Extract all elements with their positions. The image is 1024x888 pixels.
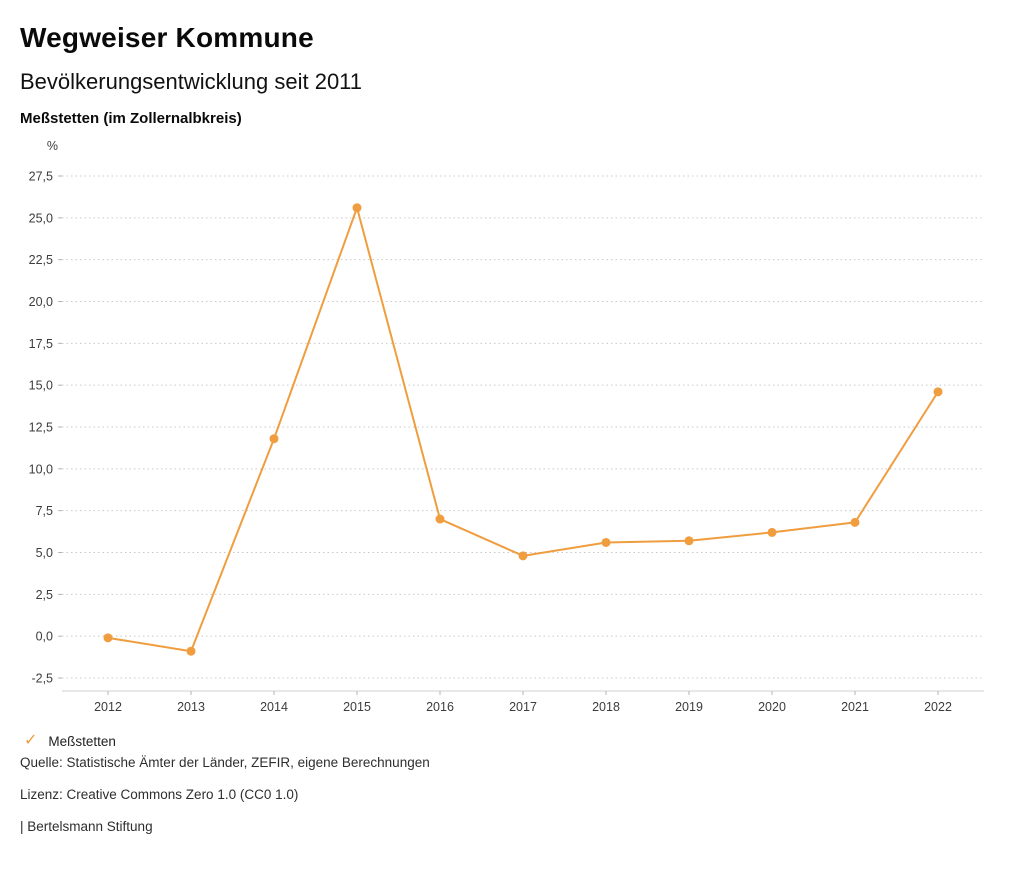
y-tick-label: 0,0 bbox=[36, 630, 53, 644]
x-tick-label: 2014 bbox=[260, 700, 288, 714]
attribution-text: | Bertelsmann Stiftung bbox=[20, 819, 153, 834]
data-point[interactable] bbox=[933, 387, 943, 397]
y-tick-label: 5,0 bbox=[36, 546, 53, 560]
x-tick-label: 2018 bbox=[592, 700, 620, 714]
legend-item-messstetten[interactable]: ✓ Meßstetten bbox=[0, 727, 116, 749]
x-tick-label: 2017 bbox=[509, 700, 537, 714]
data-point[interactable] bbox=[186, 646, 196, 656]
data-point[interactable] bbox=[435, 514, 445, 524]
chart-canvas: % 27,5 25,0 22,5 20,0 17,5 15,0 12,5 10,0 7,5 5,0 2… bbox=[29, 139, 984, 714]
legend-label: Meßstetten bbox=[48, 733, 116, 749]
data-point[interactable] bbox=[601, 537, 611, 547]
y-axis-unit-label: % bbox=[47, 139, 58, 153]
y-tick-label: 10,0 bbox=[29, 462, 53, 476]
license-text: Lizenz: Creative Commons Zero 1.0 (CC0 1… bbox=[20, 787, 299, 802]
data-point[interactable] bbox=[767, 527, 777, 537]
y-tick-label: 27,5 bbox=[29, 170, 53, 184]
y-tick-label: 7,5 bbox=[36, 504, 53, 518]
data-point[interactable] bbox=[103, 633, 113, 643]
y-tick-label: 17,5 bbox=[29, 337, 53, 351]
chart-footer: Quelle: Statistische Ämter der Länder, Z… bbox=[0, 749, 1024, 834]
source-text: Quelle: Statistische Ämter der Länder, Z… bbox=[20, 755, 430, 770]
y-tick-label: 22,5 bbox=[29, 253, 53, 267]
y-tick-label: -2,5 bbox=[31, 672, 53, 686]
x-tick-label: 2021 bbox=[841, 700, 869, 714]
x-tick-label: 2020 bbox=[758, 700, 786, 714]
data-point[interactable] bbox=[518, 551, 528, 561]
line-chart: % 27,5 25,0 22,5 20,0 17,5 15,0 12,5 10,0 7,5 5,0 2… bbox=[0, 129, 1024, 727]
legend-check-icon: ✓ bbox=[24, 732, 38, 749]
app-title: Wegweiser Kommune bbox=[20, 22, 314, 53]
chart-location: Meßstetten (im Zollernalbkreis) bbox=[20, 110, 242, 127]
x-tick-label: 2012 bbox=[94, 700, 122, 714]
series-line bbox=[107, 206, 939, 653]
x-tick-label: 2015 bbox=[343, 700, 371, 714]
data-point[interactable] bbox=[850, 517, 860, 527]
data-point[interactable] bbox=[352, 203, 362, 213]
y-tick-label: 12,5 bbox=[29, 421, 53, 435]
y-tick-label: 20,0 bbox=[29, 295, 53, 309]
data-point[interactable] bbox=[269, 434, 279, 444]
x-tick-label: 2013 bbox=[177, 700, 205, 714]
y-tick-label: 25,0 bbox=[29, 211, 53, 225]
x-tick-label: 2022 bbox=[924, 700, 952, 714]
x-tick-label: 2016 bbox=[426, 700, 454, 714]
data-point[interactable] bbox=[684, 536, 694, 546]
chart-title: Bevölkerungsentwicklung seit 2011 bbox=[20, 69, 363, 94]
x-tick-label: 2019 bbox=[675, 700, 703, 714]
y-tick-label: 2,5 bbox=[36, 588, 53, 602]
y-tick-label: 15,0 bbox=[29, 379, 53, 393]
chart-header: Wegweiser Kommune Bevölkerungsentwicklun… bbox=[0, 0, 1024, 127]
